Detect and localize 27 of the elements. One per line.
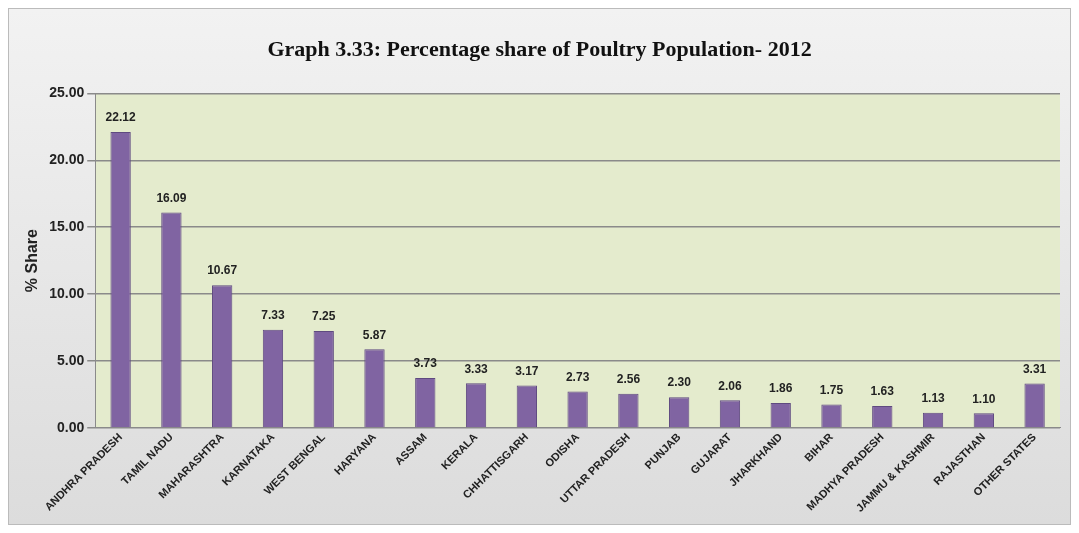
data-label: 2.73 [565, 369, 590, 384]
data-label: 1.13 [921, 391, 946, 406]
y-tick-label: 15.00 [49, 218, 85, 235]
y-tick-label: 0.00 [56, 418, 85, 435]
data-label: 22.12 [105, 110, 136, 125]
data-label: 3.73 [413, 356, 438, 371]
data-label: 1.86 [769, 381, 793, 396]
data-label: 7.33 [261, 308, 285, 323]
data-label: 1.10 [972, 391, 996, 406]
y-tick-label: 5.00 [56, 351, 85, 368]
chart-title: Graph 3.33: Percentage share of Poultry Population- 2012 [267, 35, 812, 61]
y-tick-label: 20.00 [49, 151, 85, 168]
data-label: 2.56 [616, 371, 641, 386]
y-tick-label: 25.00 [49, 84, 85, 101]
y-tick-label: 10.00 [49, 284, 85, 301]
data-label: 16.09 [156, 190, 187, 205]
data-label: 2.06 [718, 378, 742, 393]
data-label: 7.25 [312, 309, 336, 324]
data-label: 5.87 [362, 327, 387, 342]
data-label: 1.75 [819, 382, 844, 397]
data-label: 10.67 [207, 263, 238, 278]
data-label: 3.31 [1022, 361, 1047, 376]
data-label: 1.63 [870, 384, 895, 399]
data-label: 3.17 [515, 363, 539, 378]
data-label: 2.30 [667, 375, 692, 390]
y-axis-title: % Share [23, 228, 41, 293]
data-label: 3.33 [464, 361, 489, 376]
